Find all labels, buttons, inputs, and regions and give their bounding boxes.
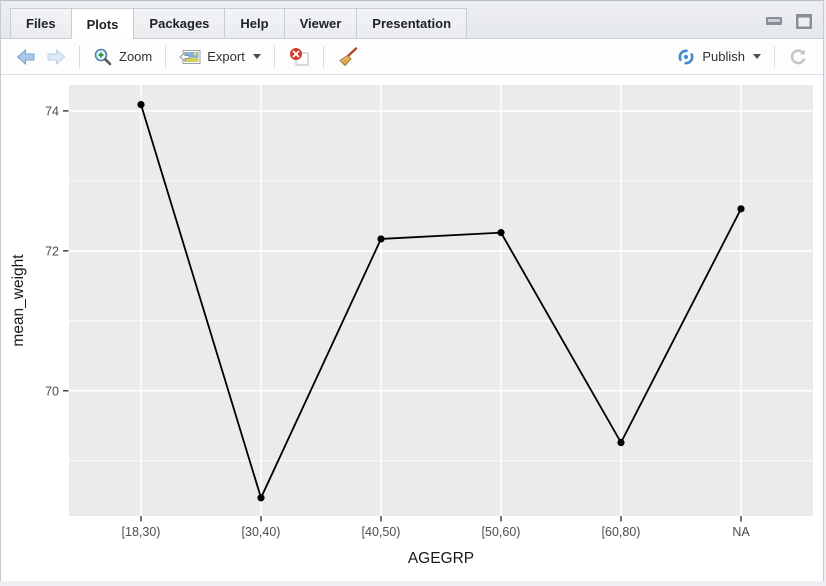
- export-button[interactable]: Export: [174, 45, 266, 69]
- publish-icon: [678, 49, 694, 64]
- tab-viewer[interactable]: Viewer: [283, 8, 358, 38]
- clear-all-plots-button[interactable]: [332, 44, 364, 70]
- plot-panel: [69, 85, 813, 516]
- tab-help[interactable]: Help: [224, 8, 285, 38]
- y-tick-label: 70: [45, 384, 59, 398]
- maximize-pane-icon[interactable]: [793, 11, 815, 31]
- zoom-button-label: Zoom: [119, 49, 153, 64]
- export-image-icon: [179, 49, 201, 64]
- data-point: [737, 205, 745, 213]
- x-tick-label: [30,40): [242, 525, 281, 539]
- back-arrow-icon: [16, 48, 35, 65]
- data-point: [497, 229, 505, 237]
- toolbar-separator: [322, 45, 324, 68]
- publish-caret-icon: [753, 54, 761, 59]
- tab-packages[interactable]: Packages: [133, 8, 226, 38]
- x-tick-label: [60,80): [602, 525, 641, 539]
- export-button-label: Export: [207, 49, 245, 64]
- data-point: [377, 235, 385, 243]
- tab-files[interactable]: Files: [10, 8, 72, 38]
- remove-plot-button[interactable]: [283, 44, 315, 70]
- y-axis-title: mean_weight: [10, 254, 27, 347]
- forward-button[interactable]: [41, 45, 71, 69]
- publish-button-label: Publish: [702, 49, 745, 64]
- forward-arrow-icon: [47, 48, 66, 65]
- tab-presentation[interactable]: Presentation: [356, 8, 468, 38]
- zoom-magnifier-icon: [94, 48, 112, 65]
- plots-toolbar: Zoom Export: [1, 39, 823, 75]
- remove-plot-icon: [289, 47, 309, 65]
- x-tick-label: NA: [732, 525, 750, 539]
- y-tick-label: 74: [45, 104, 59, 118]
- tab-plots[interactable]: Plots: [70, 8, 135, 39]
- pane-window-controls: [763, 11, 815, 31]
- x-axis-title: AGEGRP: [408, 550, 474, 567]
- toolbar-separator: [774, 45, 775, 68]
- ggplot-line-chart: [18,30) [30,40) [40,50) [50,60) [60,80) NA 70 7…: [10, 85, 813, 567]
- refresh-button[interactable]: [783, 44, 813, 70]
- toolbar-separator: [165, 45, 167, 68]
- data-point: [137, 100, 145, 109]
- publish-button[interactable]: Publish: [671, 44, 766, 70]
- minimize-pane-icon[interactable]: [763, 11, 785, 31]
- pane-tab-bar: Files Plots Packages Help Viewer Present…: [1, 1, 823, 39]
- zoom-button[interactable]: Zoom: [88, 44, 157, 70]
- x-tick-label: [40,50): [362, 525, 401, 539]
- plot-display-area: [18,30) [30,40) [40,50) [50,60) [60,80) NA 70 7…: [1, 75, 823, 581]
- x-tick-label: [50,60): [482, 525, 521, 539]
- export-caret-icon: [252, 54, 261, 59]
- data-line: [140, 104, 742, 501]
- toolbar-separator: [79, 45, 80, 68]
- y-tick-label: 72: [45, 244, 59, 258]
- refresh-icon: [790, 48, 806, 64]
- back-button[interactable]: [11, 45, 41, 69]
- x-tick-label: [18,30): [122, 525, 161, 539]
- data-point: [617, 438, 625, 447]
- data-point: [257, 494, 265, 502]
- broom-icon: [339, 46, 358, 66]
- toolbar-separator: [273, 45, 275, 68]
